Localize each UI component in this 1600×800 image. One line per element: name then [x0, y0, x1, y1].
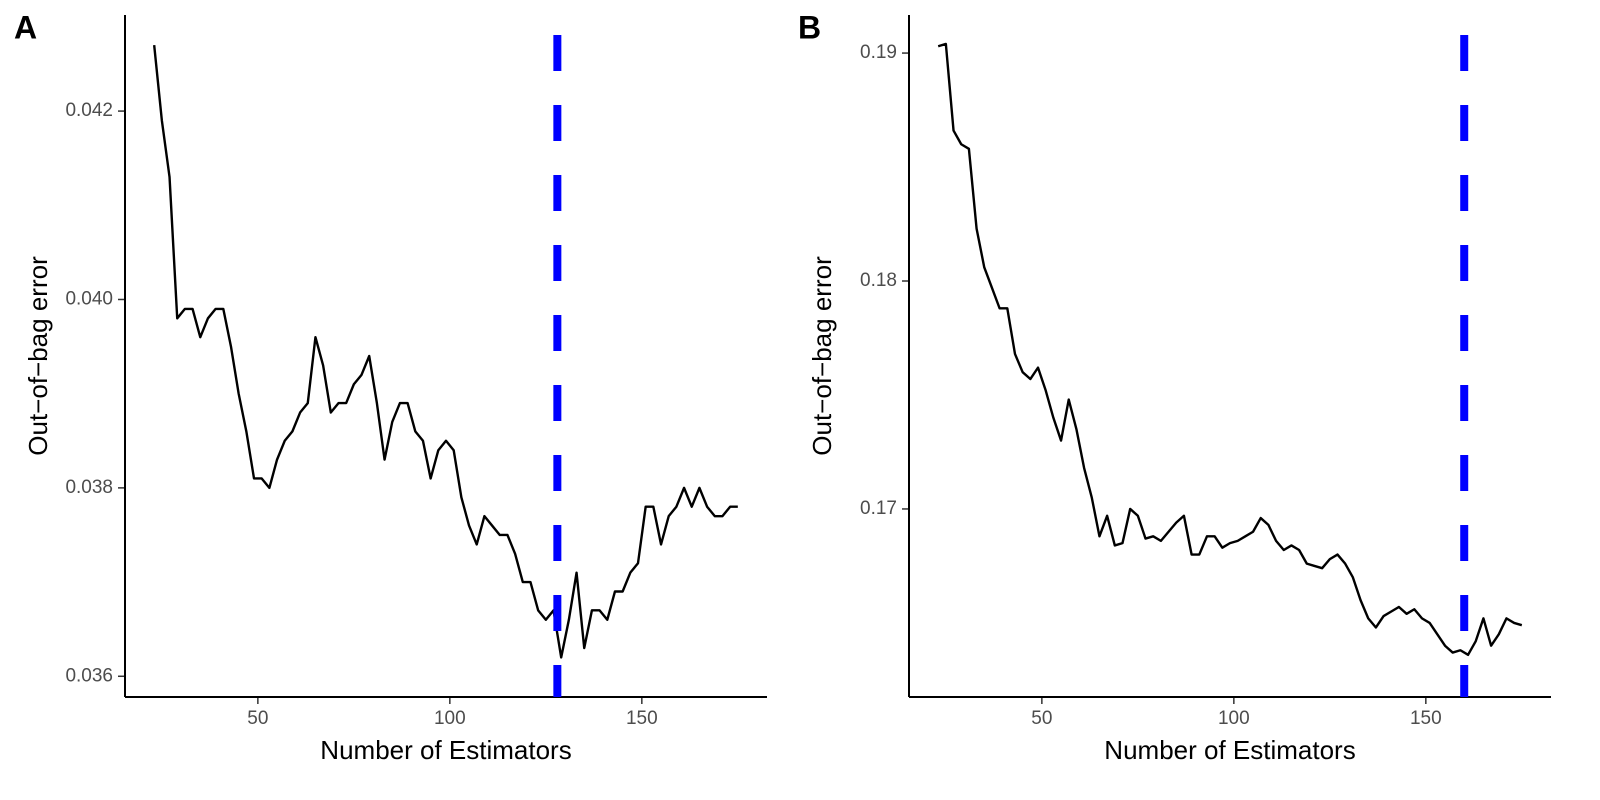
x-tick-label: 150 [1410, 708, 1442, 729]
panel: B 0.17 0.18 0.19 50 100 150 Number of Estimator… [798, 9, 1551, 765]
x-tick-label: 50 [247, 708, 268, 729]
x-axis-title: Number of Estimators [320, 735, 571, 765]
y-tick-label: 0.19 [860, 42, 897, 63]
y-tick-label: 0.042 [65, 100, 113, 121]
data-line [937, 42, 1523, 657]
y-axis-title: Out−of−bag error [807, 256, 837, 456]
y-axis-title: Out−of−bag error [23, 256, 53, 456]
panel: A 0.036 0.038 0.040 0.042 50 100 150 Number of E… [14, 9, 767, 765]
x-tick-label: 150 [626, 708, 658, 729]
x-tick-label: 100 [434, 708, 466, 729]
y-tick-label: 0.17 [860, 498, 897, 519]
x-axis-title: Number of Estimators [1104, 735, 1355, 765]
x-tick-label: 100 [1218, 708, 1250, 729]
panel-label: A [14, 9, 37, 45]
y-tick-label: 0.038 [65, 477, 113, 498]
data-line [152, 45, 738, 659]
y-tick-label: 0.18 [860, 270, 897, 291]
y-tick-label: 0.040 [65, 288, 113, 309]
y-tick-label: 0.036 [65, 665, 113, 686]
x-tick-label: 50 [1031, 708, 1052, 729]
panel-label: B [798, 9, 821, 45]
